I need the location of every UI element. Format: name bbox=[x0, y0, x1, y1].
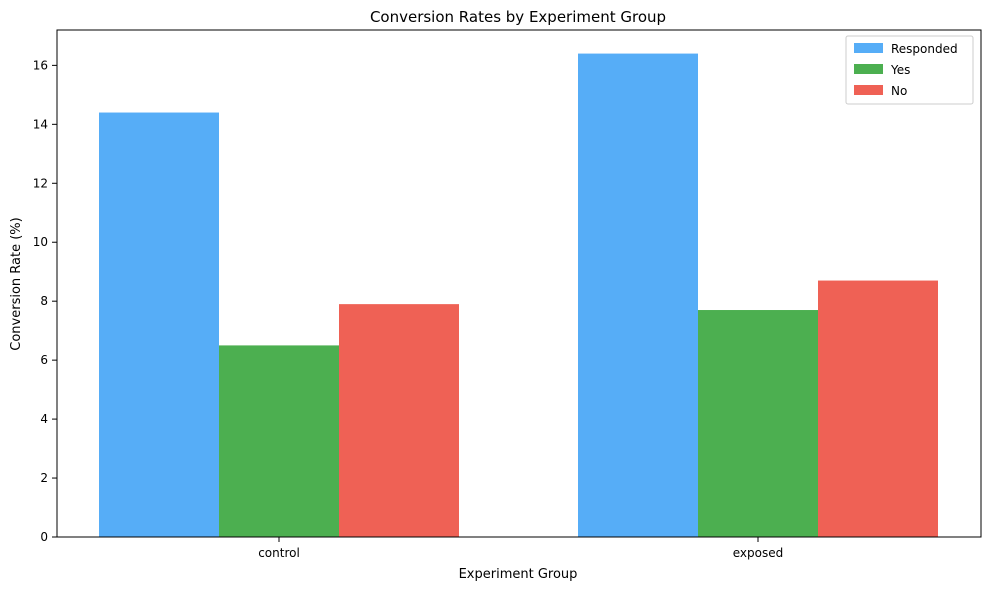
y-tick-label: 16 bbox=[33, 58, 48, 72]
y-axis: 0 2 4 6 8 10 12 14 16 bbox=[33, 58, 57, 544]
legend: Responded Yes No bbox=[845, 35, 974, 105]
y-tick-label: 12 bbox=[33, 176, 48, 190]
legend-label-yes: Yes bbox=[890, 63, 910, 77]
plot-frame bbox=[56, 29, 982, 538]
y-tick-label: 6 bbox=[40, 353, 48, 367]
y-axis-label: Conversion Rate (%) bbox=[9, 217, 24, 350]
bar-responded-control bbox=[99, 112, 219, 537]
y-tick-label: 2 bbox=[40, 471, 48, 485]
plot-border bbox=[56, 29, 982, 538]
x-axis-label: Experiment Group bbox=[459, 567, 578, 582]
legend-swatch-yes bbox=[854, 64, 883, 74]
legend-label-no: No bbox=[891, 84, 907, 98]
bar-no-control bbox=[339, 304, 459, 537]
y-tick-label: 4 bbox=[40, 412, 48, 426]
legend-label-responded: Responded bbox=[891, 42, 958, 56]
bar-responded-exposed bbox=[578, 53, 698, 538]
bar-yes-control bbox=[219, 345, 339, 537]
legend-swatch-no bbox=[854, 85, 883, 95]
y-tick-label: 8 bbox=[40, 294, 48, 308]
x-tick-label-exposed: exposed bbox=[733, 546, 783, 560]
x-axis: control exposed bbox=[258, 537, 783, 560]
y-tick-label: 14 bbox=[33, 117, 48, 131]
y-tick-label: 10 bbox=[33, 235, 48, 249]
legend-swatch-responded bbox=[854, 43, 883, 53]
bars-group bbox=[99, 53, 938, 538]
y-tick-label: 0 bbox=[40, 530, 48, 544]
bar-no-exposed bbox=[818, 280, 938, 537]
bar-yes-exposed bbox=[698, 310, 818, 537]
x-tick-label-control: control bbox=[258, 546, 300, 560]
chart-title: Conversion Rates by Experiment Group bbox=[370, 8, 666, 26]
